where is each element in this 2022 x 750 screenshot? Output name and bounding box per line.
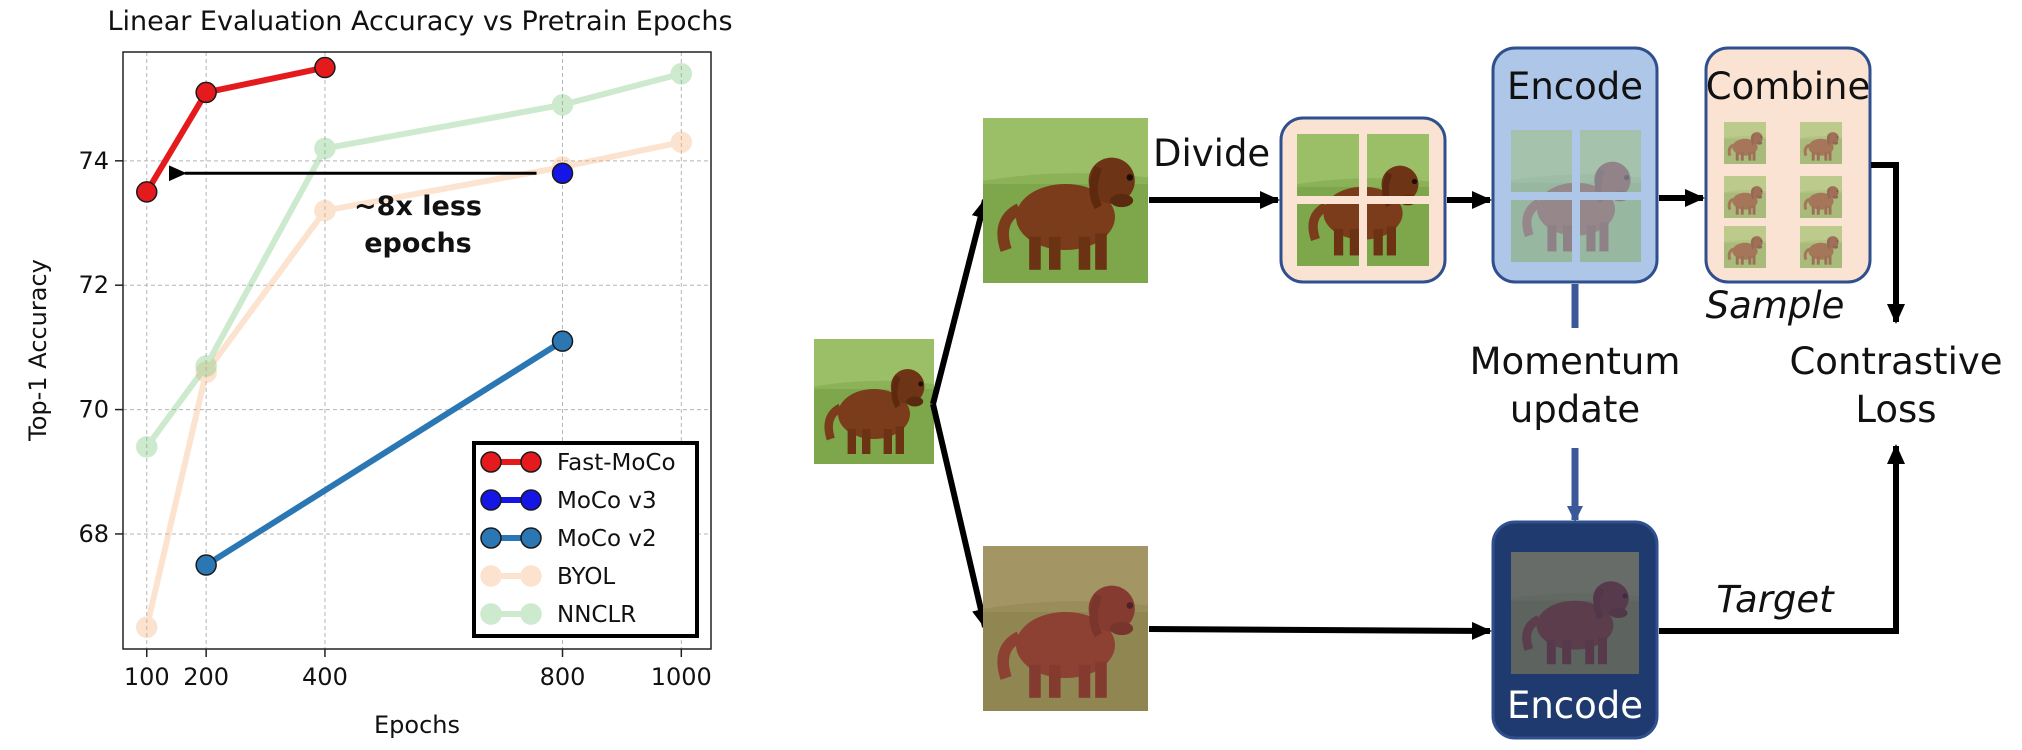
series-line bbox=[144, 70, 683, 449]
divided-patches-box bbox=[1279, 116, 1447, 284]
legend-label: NNCLR bbox=[557, 602, 636, 628]
encoder-top-label: Encode bbox=[1507, 65, 1643, 108]
legend-item: MoCo v2 bbox=[480, 526, 657, 552]
series-nnclr bbox=[136, 63, 693, 458]
annotation-text-line1: ~8x less bbox=[354, 191, 482, 222]
data-point bbox=[551, 94, 574, 116]
legend-dot bbox=[520, 527, 542, 549]
data-point bbox=[670, 63, 693, 85]
epochs-annotation: ~8x less epochs bbox=[168, 165, 537, 259]
contrastive-loss-line1: Contrastive bbox=[1789, 340, 2002, 383]
legend-dot bbox=[480, 489, 502, 511]
legend-dot bbox=[520, 451, 542, 473]
chart-legend: Fast-MoCo MoCo v3 MoCo v2 BYOL NNCLR bbox=[472, 441, 699, 638]
y-tick-label: 70 bbox=[78, 396, 109, 424]
legend-item: NNCLR bbox=[480, 602, 636, 628]
legend-dot bbox=[480, 603, 502, 625]
legend-marker bbox=[480, 527, 542, 549]
annotation-text-line2: epochs bbox=[364, 228, 472, 259]
x-tick-label: 200 bbox=[183, 663, 229, 691]
combine-box: Combine bbox=[1704, 46, 1872, 284]
data-point bbox=[136, 436, 158, 458]
data-point bbox=[195, 355, 217, 377]
data-point bbox=[195, 554, 217, 576]
y-tick-label: 72 bbox=[78, 271, 109, 299]
chart-ticks: 100 200 400 800 1000 68 70 72 74 bbox=[78, 147, 711, 691]
augmented-view-top bbox=[983, 118, 1148, 283]
series-line bbox=[143, 139, 682, 628]
y-axis-label: Top-1 Accuracy bbox=[24, 259, 52, 442]
x-tick-label: 100 bbox=[124, 663, 170, 691]
legend-dot bbox=[480, 451, 502, 473]
x-tick-label: 1000 bbox=[651, 663, 712, 691]
y-tick-label: 74 bbox=[78, 147, 109, 175]
encoder-bottom-label: Encode bbox=[1507, 684, 1643, 727]
legend-label: Fast-MoCo bbox=[557, 450, 676, 476]
data-point bbox=[670, 131, 693, 153]
legend-label: MoCo v3 bbox=[557, 488, 657, 514]
x-tick-label: 400 bbox=[302, 663, 348, 691]
data-point bbox=[136, 181, 158, 203]
legend-label: BYOL bbox=[557, 564, 615, 590]
series-fast-moco bbox=[136, 56, 336, 203]
legend-item: MoCo v3 bbox=[480, 488, 657, 514]
plot-frame bbox=[122, 51, 712, 650]
bottom-view-arrow bbox=[1148, 621, 1492, 640]
legend-item: Fast-MoCo bbox=[480, 450, 676, 476]
y-tick-label: 68 bbox=[78, 520, 109, 548]
contrastive-loss-line2: Loss bbox=[1855, 388, 1936, 431]
series-line bbox=[204, 338, 565, 568]
legend-dot bbox=[480, 565, 502, 587]
x-tick-label: 800 bbox=[540, 663, 586, 691]
source-image bbox=[814, 339, 934, 464]
series-moco-v3 bbox=[551, 162, 574, 185]
legend-label: MoCo v2 bbox=[557, 526, 657, 552]
sample-label: Sample bbox=[1706, 284, 1845, 327]
accuracy-chart: Linear Evaluation Accuracy vs Pretrain E… bbox=[24, 6, 733, 739]
legend-dot bbox=[520, 489, 542, 511]
legend-dot bbox=[480, 527, 502, 549]
chart-series-layer bbox=[136, 56, 693, 638]
target-to-loss-arrow bbox=[1659, 444, 1905, 634]
x-axis-label: Epochs bbox=[374, 711, 460, 739]
encoder-top-box: Encode bbox=[1491, 46, 1659, 284]
data-point bbox=[314, 56, 336, 79]
divide-label: Divide bbox=[1153, 132, 1270, 175]
encoder-bottom-box: Encode bbox=[1491, 520, 1659, 740]
data-point bbox=[314, 199, 336, 222]
legend-dot bbox=[520, 565, 542, 587]
fast-moco-diagram: Divide Encode Combine bbox=[814, 46, 2003, 740]
branch-arrow-top bbox=[930, 198, 990, 405]
target-label: Target bbox=[1716, 578, 1835, 621]
combine-to-loss-arrow bbox=[1871, 162, 1905, 324]
data-point bbox=[551, 162, 574, 185]
data-point bbox=[136, 616, 158, 638]
combine-label: Combine bbox=[1706, 65, 1871, 108]
legend-marker bbox=[480, 451, 542, 473]
data-point bbox=[195, 361, 217, 384]
series-moco-v2 bbox=[195, 330, 574, 576]
data-point bbox=[314, 137, 336, 160]
momentum-label-line2: update bbox=[1510, 388, 1640, 431]
legend-marker bbox=[480, 603, 542, 625]
branch-arrow-bottom bbox=[930, 403, 990, 629]
legend-marker bbox=[480, 565, 542, 587]
data-point bbox=[195, 81, 217, 104]
legend-item: BYOL bbox=[480, 564, 615, 590]
legend-marker bbox=[480, 489, 542, 511]
chart-title: Linear Evaluation Accuracy vs Pretrain E… bbox=[107, 6, 732, 37]
data-point bbox=[551, 330, 574, 352]
momentum-label-line1: Momentum bbox=[1470, 340, 1681, 383]
legend-dot bbox=[520, 603, 542, 625]
augmented-view-bottom bbox=[983, 546, 1148, 711]
